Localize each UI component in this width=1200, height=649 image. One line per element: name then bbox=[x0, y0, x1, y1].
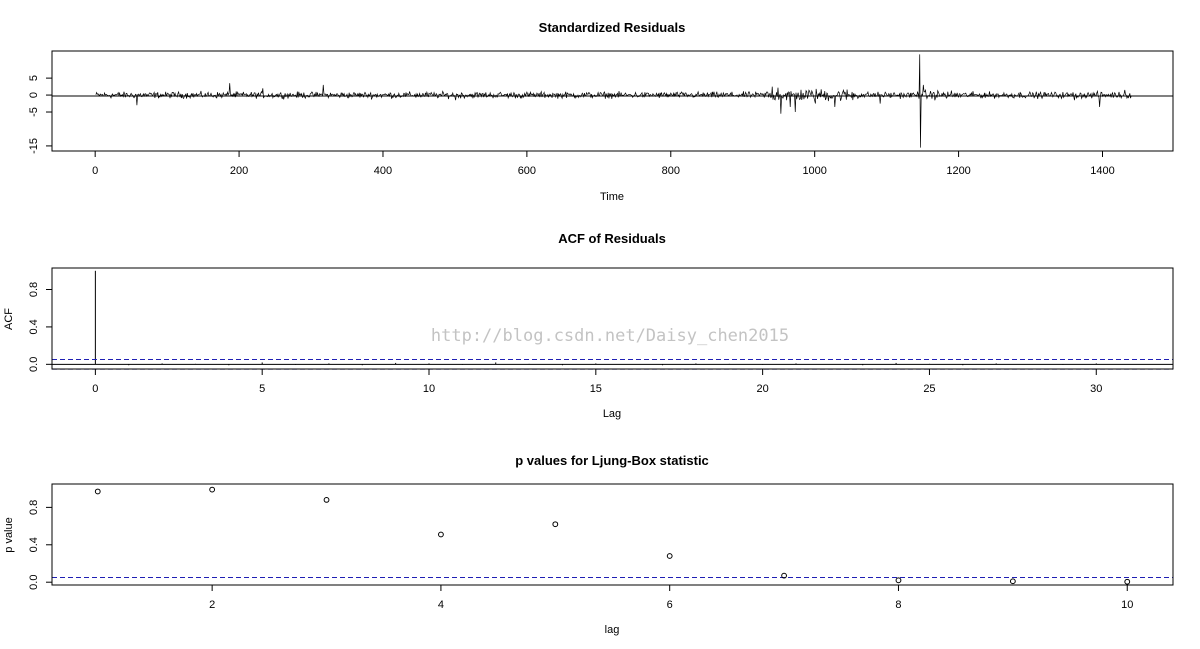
ljungbox-point bbox=[1009, 578, 1016, 585]
acf-title: ACF of Residuals bbox=[558, 231, 666, 246]
residuals-y-tick-label: -5 bbox=[28, 107, 40, 117]
ljungbox-point bbox=[438, 531, 444, 538]
ljungbox-point bbox=[895, 577, 902, 584]
ljungbox-point bbox=[781, 572, 787, 579]
residuals-x-tick-label: 600 bbox=[518, 165, 536, 177]
ljungbox-y-tick-label: 0.4 bbox=[28, 537, 40, 552]
acf-x-tick-label: 15 bbox=[590, 383, 602, 395]
ljungbox-point bbox=[209, 486, 216, 493]
acf-y-tick-label: 0.8 bbox=[28, 282, 40, 297]
ljungbox-point bbox=[94, 488, 101, 495]
ljungbox-x-tick-label: 8 bbox=[895, 599, 901, 611]
ljungbox-y-tick-label: 0.8 bbox=[28, 500, 40, 515]
watermark-text: http://blog.csdn.net/Daisy_chen2015 bbox=[431, 326, 789, 346]
acf-y-axis: 0.0 0.4 0.8 bbox=[28, 282, 52, 372]
acf-x-axis: 0 5 10 15 20 25 30 bbox=[92, 369, 1102, 395]
residuals-x-tick-label: 1000 bbox=[802, 165, 826, 177]
ljungbox-x-tick-label: 6 bbox=[667, 599, 673, 611]
acf-bars bbox=[94, 270, 1097, 366]
acf-y-tick-label: 0.4 bbox=[28, 319, 40, 334]
residuals-x-label: Time bbox=[600, 191, 624, 203]
ljungbox-y-axis: 0.0 0.4 0.8 bbox=[28, 500, 52, 590]
residuals-y-tick-label: 0 bbox=[28, 92, 40, 98]
residuals-y-tick-label: -15 bbox=[28, 138, 40, 154]
residuals-y-axis: -15 -5 0 5 bbox=[28, 75, 52, 154]
acf-x-tick-label: 25 bbox=[923, 383, 935, 395]
ljungbox-y-label: p value bbox=[3, 517, 15, 552]
ljungbox-point bbox=[666, 553, 673, 559]
acf-x-label: Lag bbox=[603, 408, 621, 420]
ljungbox-x-axis: 2 4 6 8 10 bbox=[209, 585, 1133, 611]
residuals-line bbox=[95, 54, 1132, 148]
acf-x-tick-label: 20 bbox=[757, 383, 769, 395]
acf-reference-lines bbox=[52, 358, 1173, 370]
ljungbox-x-tick-label: 2 bbox=[209, 599, 215, 611]
ljungbox-x-tick-label: 4 bbox=[438, 599, 444, 611]
residuals-plot-box bbox=[51, 50, 1174, 152]
acf-y-label: ACF bbox=[3, 308, 15, 330]
ljungbox-plot-box bbox=[51, 483, 1174, 586]
acf-x-tick-label: 5 bbox=[259, 383, 265, 395]
residuals-series bbox=[95, 54, 1132, 148]
ljungbox-point bbox=[1124, 578, 1131, 585]
residuals-title: Standardized Residuals bbox=[539, 20, 686, 35]
residuals-x-tick-label: 1200 bbox=[946, 165, 970, 177]
residuals-x-tick-label: 400 bbox=[374, 165, 392, 177]
acf-x-tick-label: 30 bbox=[1090, 383, 1102, 395]
residuals-y-tick-label: 5 bbox=[28, 75, 40, 81]
residuals-x-axis: 0 200 400 600 800 1000 1200 1400 bbox=[92, 151, 1115, 177]
acf-x-tick-label: 10 bbox=[423, 383, 435, 395]
ljungbox-point bbox=[552, 521, 559, 528]
ljungbox-x-label: lag bbox=[605, 624, 620, 636]
acf-plot-box bbox=[51, 267, 1174, 370]
acf-x-tick-label: 0 bbox=[92, 383, 98, 395]
residuals-x-tick-label: 0 bbox=[92, 165, 98, 177]
ljungbox-y-tick-label: 0.0 bbox=[28, 575, 40, 590]
ljungbox-panel: p values for Ljung-Box statistic 2 4 6 8 10 … bbox=[3, 453, 1174, 636]
acf-y-tick-label: 0.0 bbox=[28, 357, 40, 372]
residuals-panel: Standardized Residuals 0 200 400 600 800 1000… bbox=[28, 20, 1174, 203]
residuals-x-tick-label: 800 bbox=[662, 165, 680, 177]
acf-panel: ACF of Residuals 0 5 10 15 20 25 30 0.00.40.8 … bbox=[3, 231, 1174, 420]
ljungbox-title: p values for Ljung-Box statistic bbox=[515, 453, 709, 468]
ljungbox-points bbox=[94, 486, 1131, 585]
residuals-x-tick-label: 1400 bbox=[1090, 165, 1114, 177]
ljungbox-x-tick-label: 10 bbox=[1121, 599, 1133, 611]
ljungbox-point bbox=[323, 496, 330, 503]
residuals-x-tick-label: 200 bbox=[230, 165, 248, 177]
